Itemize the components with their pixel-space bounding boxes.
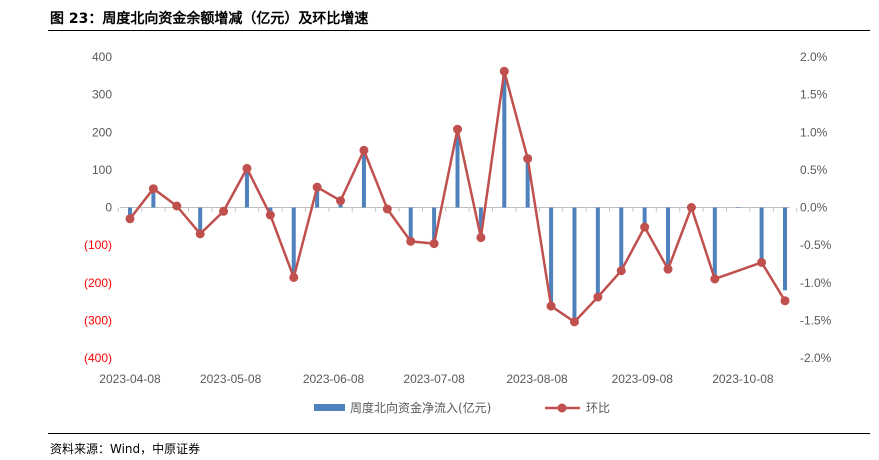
bar	[642, 207, 647, 229]
bar	[595, 207, 600, 296]
line-marker	[663, 264, 673, 274]
line-marker	[172, 201, 182, 211]
chart-title: 图 23：周度北向资金余额增减（亿元）及环比增速	[50, 11, 369, 27]
line-marker	[265, 210, 275, 220]
line-marker	[569, 317, 579, 327]
line-marker	[546, 301, 556, 311]
line-marker	[780, 296, 790, 306]
bar	[525, 160, 530, 208]
line-marker	[336, 196, 346, 206]
bar	[572, 207, 577, 321]
chart: 400 300 200 100 0 (100) (200) (300) (400) 2.0% 1.…	[84, 50, 832, 415]
bar	[432, 207, 437, 244]
right-tick-label: 1.5%	[800, 88, 828, 102]
left-tick-label: 100	[92, 163, 112, 177]
bar	[478, 207, 483, 236]
bar	[198, 207, 203, 232]
line-marker	[429, 239, 439, 249]
legend-line-label: 环比	[586, 401, 610, 415]
left-axis-ticks: 400 300 200 100 0 (100) (200) (300) (400)	[84, 50, 112, 365]
line-marker	[125, 214, 135, 224]
line-marker	[686, 203, 696, 212]
line-marker	[312, 182, 322, 192]
bar	[361, 151, 366, 208]
line-marker	[289, 272, 299, 282]
line-marker	[499, 66, 509, 76]
line-marker	[359, 145, 369, 155]
bar	[619, 207, 624, 272]
right-tick-label: 0.0%	[800, 201, 828, 215]
line-marker	[523, 154, 533, 164]
bar	[408, 207, 413, 244]
line-marker	[195, 229, 205, 239]
x-tick-label: 2023-09-08	[612, 372, 674, 386]
source-note: 资料来源：Wind，中原证券	[50, 442, 201, 456]
line-marker	[242, 163, 252, 173]
line-marker	[593, 292, 603, 302]
left-tick-label: 0	[105, 201, 112, 215]
legend: 周度北向资金净流入(亿元) 环比	[314, 400, 610, 415]
right-tick-label: 1.0%	[800, 125, 828, 139]
left-tick-label: (200)	[84, 276, 112, 290]
left-tick-label: 400	[92, 50, 112, 64]
left-tick-label: (300)	[84, 313, 112, 327]
left-tick-label: (100)	[84, 238, 112, 252]
line-marker	[406, 236, 416, 246]
line-marker	[757, 257, 767, 267]
bar	[783, 207, 787, 291]
left-tick-label: 300	[92, 88, 112, 102]
x-tick-label: 2023-04-08	[99, 372, 161, 386]
title-divider	[48, 30, 870, 31]
bar	[244, 169, 249, 208]
line-marker	[382, 204, 392, 214]
right-tick-label: -1.0%	[800, 276, 832, 290]
right-tick-label: -0.5%	[800, 238, 832, 252]
line-marker	[148, 184, 158, 194]
right-tick-label: 0.5%	[800, 163, 828, 177]
bar	[736, 207, 741, 208]
bar	[151, 188, 156, 208]
x-tick-label: 2023-07-08	[403, 372, 465, 386]
x-tick-label: 2023-06-08	[303, 372, 365, 386]
bar	[759, 207, 764, 261]
line-path	[129, 70, 787, 324]
legend-bar-label: 周度北向资金净流入(亿元)	[350, 400, 491, 415]
line-marker	[476, 233, 486, 243]
line-marker	[453, 124, 462, 134]
legend-bar-swatch	[314, 404, 345, 411]
right-tick-label: -2.0%	[800, 351, 832, 365]
bar	[315, 186, 320, 208]
bar	[128, 207, 132, 221]
line-series	[125, 66, 790, 327]
legend-line-marker	[557, 403, 567, 413]
line-marker	[616, 266, 626, 276]
x-tick-label: 2023-08-08	[506, 372, 568, 386]
source-divider	[48, 433, 870, 434]
left-tick-label: (400)	[84, 351, 112, 365]
line-marker	[219, 206, 229, 216]
bar	[712, 207, 717, 278]
x-tick-label: 2023-05-08	[200, 372, 262, 386]
bar	[666, 207, 671, 266]
bar	[455, 130, 460, 208]
right-axis-ticks: 2.0% 1.5% 1.0% 0.5% 0.0% -0.5% -1.0% -1.5% -2.0%	[800, 50, 832, 365]
bar	[502, 72, 507, 208]
x-axis-ticks: 2023-04-08 2023-05-08 2023-06-08 2023-07-08…	[99, 207, 798, 386]
bar	[291, 207, 296, 278]
line-marker	[640, 222, 650, 232]
x-tick-label: 2023-10-08	[712, 372, 774, 386]
bar-series	[128, 72, 787, 321]
right-tick-label: -1.5%	[800, 313, 832, 327]
line-marker	[710, 274, 720, 284]
bar	[549, 207, 554, 304]
left-tick-label: 200	[92, 125, 112, 139]
right-tick-label: 2.0%	[800, 50, 828, 64]
